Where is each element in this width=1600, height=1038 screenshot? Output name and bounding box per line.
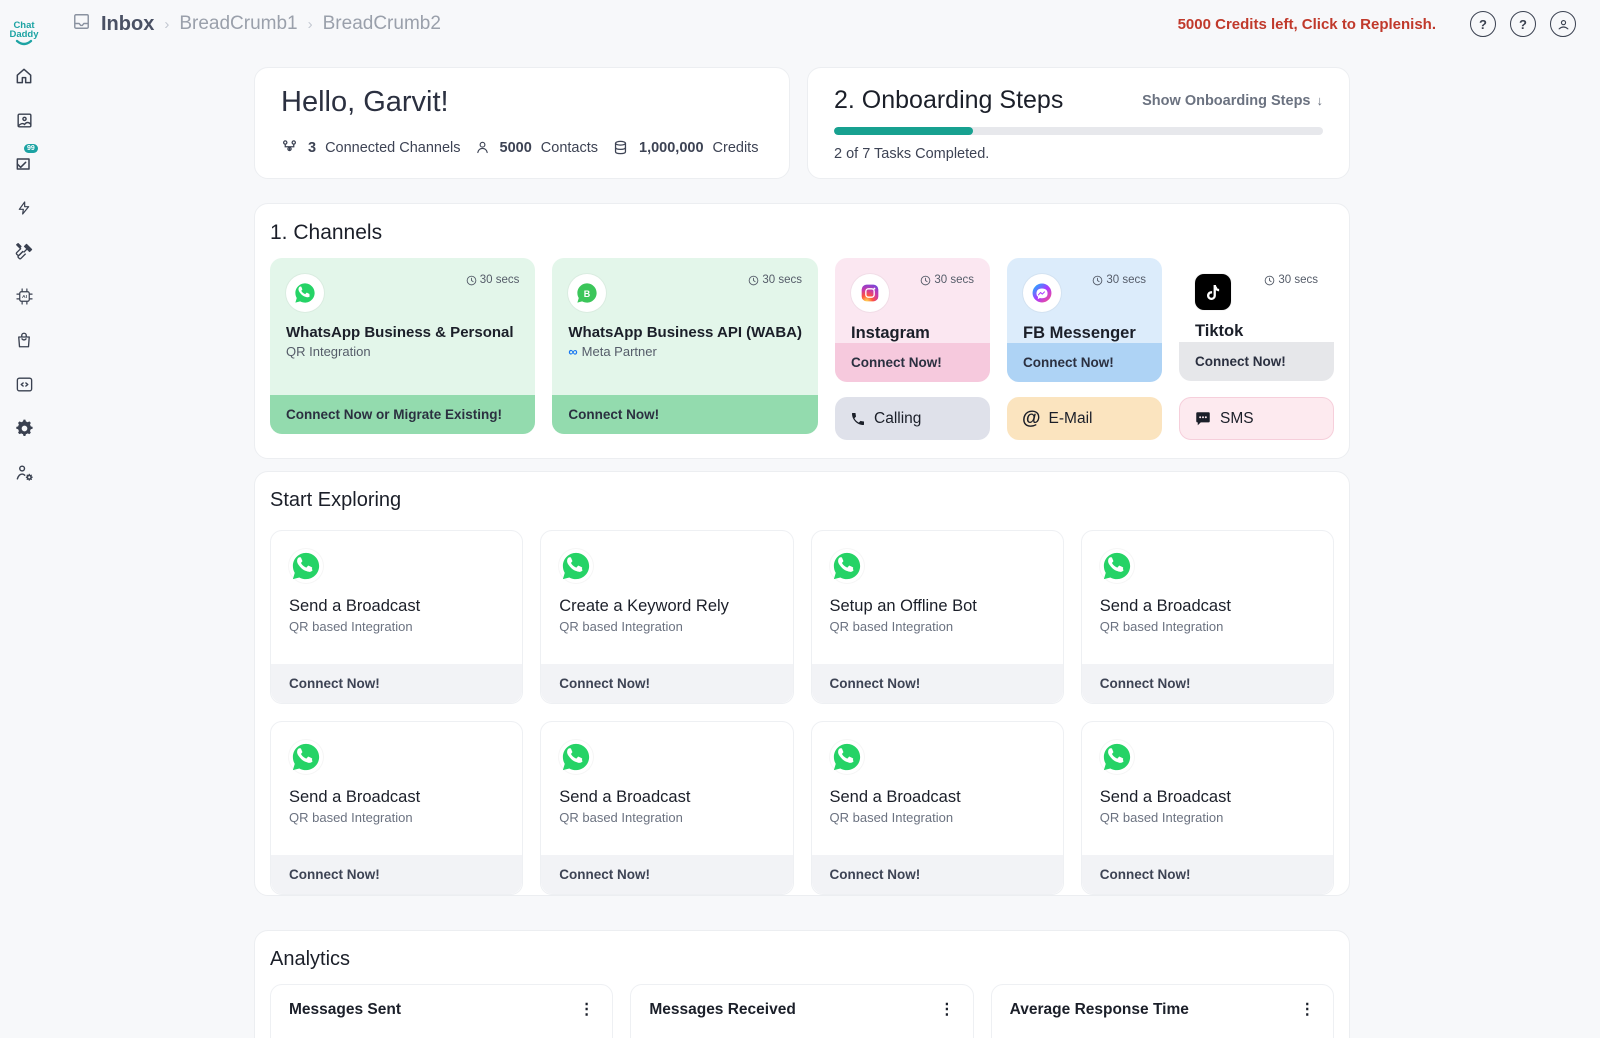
svg-text:AI: AI bbox=[22, 294, 28, 300]
svg-text:Daddy: Daddy bbox=[9, 29, 39, 40]
svg-text:B: B bbox=[584, 289, 591, 299]
